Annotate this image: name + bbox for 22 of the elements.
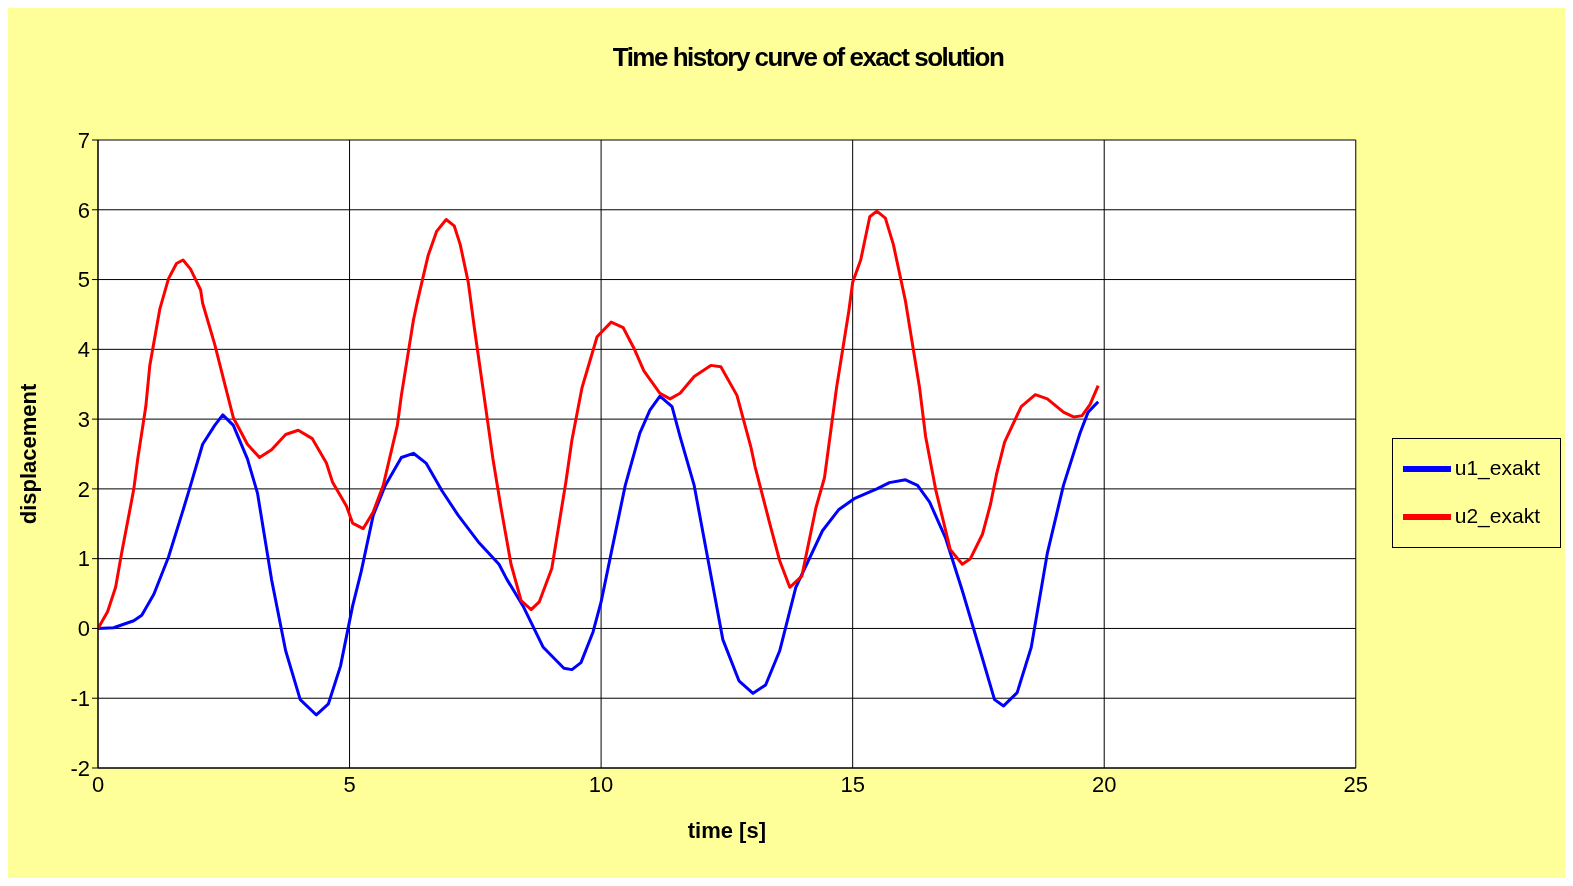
y-tick-label: 0 [77, 616, 90, 642]
y-axis-title: displacement [15, 383, 41, 525]
x-tick-label: 5 [343, 771, 356, 797]
x-axis-title: time [s] [687, 818, 767, 843]
y-tick-label: -2 [70, 755, 90, 781]
y-tick-label: 7 [77, 127, 90, 153]
y-tick-label: 2 [77, 476, 90, 502]
x-tick-label: 20 [1091, 771, 1117, 797]
y-tick-label: 4 [77, 337, 90, 363]
y-tick-label: 6 [77, 197, 90, 223]
legend-label: u2_exakt [1454, 503, 1540, 527]
x-tick-label: 25 [1343, 771, 1369, 797]
y-tick-label: 3 [77, 406, 90, 432]
y-tick-label: -1 [70, 686, 90, 712]
x-tick-label: 15 [840, 771, 865, 797]
y-tick-label: 5 [77, 267, 90, 293]
chart-title: Time history curve of exact solution [611, 42, 1005, 73]
line-series [98, 209, 1100, 630]
y-tick-label: 1 [77, 546, 90, 572]
x-tick-label: 10 [588, 771, 614, 797]
line-series [98, 394, 1100, 717]
legend-label: u1_exakt [1454, 455, 1540, 479]
